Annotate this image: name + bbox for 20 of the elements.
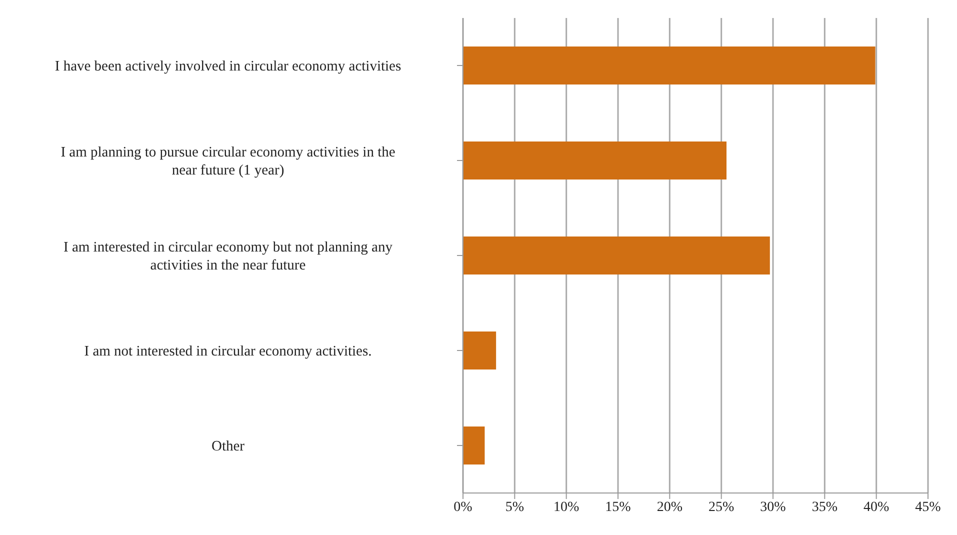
y-tick-label: I have been actively involved in circular economy activities	[54, 58, 402, 74]
x-tick-label: 45%	[915, 500, 942, 515]
bar	[463, 236, 770, 274]
x-tick-label: 5%	[505, 500, 524, 515]
bar	[463, 46, 876, 84]
x-tick-label: 35%	[812, 500, 838, 515]
x-tick-label: 10%	[553, 500, 580, 515]
x-tick-label: 20%	[656, 500, 683, 515]
x-tick-label: 0%	[454, 500, 473, 515]
y-tick-label: I am not interested in circular economy activities.	[84, 344, 372, 360]
y-tick-label: Other	[211, 438, 245, 454]
bar	[463, 332, 496, 370]
x-tick-label: 25%	[708, 500, 734, 515]
bar	[463, 142, 726, 180]
y-tick-label: I am planning to pursue circular economy activities in the near future (1 year)	[60, 144, 396, 178]
x-tick-label: 15%	[605, 500, 632, 515]
x-tick-label: 40%	[863, 500, 890, 515]
y-tick-label: I am interested in circular economy but not planning any activities in the near future	[64, 240, 394, 274]
x-tick-label: 30%	[760, 500, 786, 515]
bar	[463, 426, 485, 464]
